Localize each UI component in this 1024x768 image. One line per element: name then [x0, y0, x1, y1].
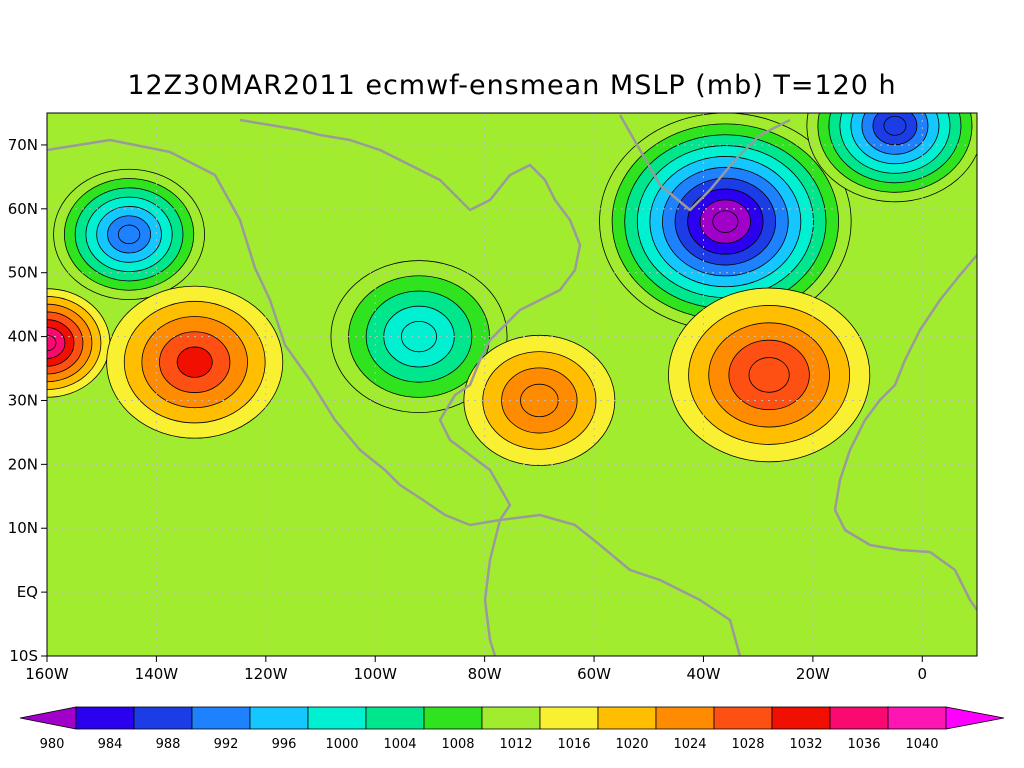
- latitude-axis: 70N 60N 50N 40N 30N 20N 10N EQ 10S: [8, 136, 47, 665]
- colorbar-swatch: [481, 706, 541, 730]
- lon-tick-label: 160W: [25, 665, 69, 683]
- pressure-system-low: [599, 113, 852, 331]
- pressure-system-high: [106, 285, 284, 439]
- colorbar-level-label: 1004: [383, 737, 416, 752]
- map-title: 12Z30MAR2011 ecmwf-ensmean MSLP (mb) T=1…: [127, 70, 897, 101]
- colorbar-level-label: 1028: [731, 737, 764, 752]
- colorbar-level-label: 988: [156, 737, 181, 752]
- gridlines: [47, 113, 977, 656]
- colorbar-arrow-high: [945, 706, 1005, 730]
- colorbar-swatch: [655, 706, 715, 730]
- south-america-coast: [483, 513, 742, 656]
- lat-tick-label: 30N: [8, 391, 38, 409]
- colorbar-swatch: [597, 706, 657, 730]
- isobar-band: [47, 334, 57, 352]
- colorbar-swatch: [133, 706, 193, 730]
- colorbar-level-label: 1020: [615, 737, 648, 752]
- colorbar-swatch: [829, 706, 889, 730]
- pressure-system-high: [47, 288, 111, 398]
- colorbar-swatch: [307, 706, 367, 730]
- colorbar-level-label: 996: [272, 737, 297, 752]
- lon-tick-label: 60W: [577, 665, 611, 683]
- lat-tick-label: 70N: [8, 136, 38, 154]
- colorbar-level-label: 1032: [789, 737, 822, 752]
- lat-tick-label: 50N: [8, 264, 38, 282]
- pressure-bands: [47, 113, 977, 467]
- isobar-band: [712, 210, 739, 233]
- colorbar-arrow-low: [19, 706, 77, 730]
- lon-tick-label: 40W: [687, 665, 721, 683]
- north-america-coast: [47, 118, 582, 527]
- isobar-band: [748, 357, 790, 393]
- colorbar-level-label: 1040: [905, 737, 938, 752]
- longitude-axis: 160W 140W 120W 100W 80W 60W 40W 20W 0: [25, 656, 927, 683]
- pressure-system-high: [463, 334, 616, 467]
- europe-africa-coast: [833, 254, 977, 611]
- colorbar-level-label: 1000: [325, 737, 358, 752]
- colorbar-swatch: [423, 706, 483, 730]
- coastline-outlines: [47, 114, 977, 656]
- colorbar-level-label: 1016: [557, 737, 590, 752]
- lat-tick-label: 60N: [8, 200, 38, 218]
- pressure-system-low: [806, 113, 977, 203]
- lon-tick-label: 20W: [796, 665, 830, 683]
- colorbar-swatch: [249, 706, 309, 730]
- colorbar-swatch: [713, 706, 773, 730]
- pressure-map: [47, 113, 977, 656]
- colorbar-swatch: [191, 706, 251, 730]
- colorbar-swatch: [75, 706, 135, 730]
- colorbar-level-label: 980: [40, 737, 65, 752]
- isobar-band: [883, 115, 907, 136]
- lon-tick-label: 140W: [135, 665, 179, 683]
- isobar-band: [117, 224, 141, 245]
- lon-tick-label: 0: [918, 665, 928, 683]
- lat-tick-label: EQ: [17, 583, 38, 601]
- lat-tick-label: 10N: [8, 519, 38, 537]
- colorbar-swatch: [365, 706, 425, 730]
- map-frame: [46, 112, 978, 657]
- lon-tick-label: 100W: [354, 665, 398, 683]
- colorbar-level-label: 1036: [847, 737, 880, 752]
- lon-tick-label: 80W: [468, 665, 502, 683]
- colorbar: 980 984 988 992 996 1000 1004 1008 1012 1016 1020 1…: [19, 706, 1005, 752]
- lat-tick-label: 20N: [8, 455, 38, 473]
- lat-tick-label: 40N: [8, 328, 38, 346]
- colorbar-swatch: [539, 706, 599, 730]
- pressure-system-low: [53, 168, 205, 300]
- colorbar-level-label: 1012: [499, 737, 532, 752]
- colorbar-swatch: [771, 706, 831, 730]
- colorbar-level-label: 992: [214, 737, 239, 752]
- colorbar-swatch: [887, 706, 947, 730]
- isobar-band: [176, 346, 213, 378]
- pressure-system-high: [668, 287, 871, 463]
- greenland-coast: [618, 114, 791, 212]
- colorbar-level-label: 984: [98, 737, 123, 752]
- lon-tick-label: 120W: [244, 665, 288, 683]
- colorbar-level-label: 1008: [441, 737, 474, 752]
- lat-tick-label: 10S: [9, 647, 38, 665]
- colorbar-level-label: 1024: [673, 737, 706, 752]
